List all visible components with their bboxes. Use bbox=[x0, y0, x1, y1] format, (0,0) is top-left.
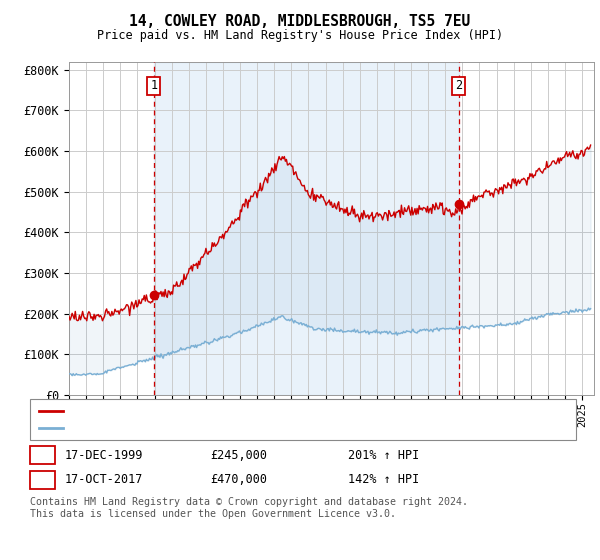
Text: 1: 1 bbox=[150, 80, 157, 92]
Text: 17-DEC-1999: 17-DEC-1999 bbox=[65, 449, 143, 462]
Text: £470,000: £470,000 bbox=[210, 473, 267, 487]
Text: 2: 2 bbox=[39, 473, 46, 487]
Text: 14, COWLEY ROAD, MIDDLESBROUGH, TS5 7EU (detached house): 14, COWLEY ROAD, MIDDLESBROUGH, TS5 7EU … bbox=[69, 405, 433, 416]
Text: 2: 2 bbox=[455, 80, 462, 92]
Text: Contains HM Land Registry data © Crown copyright and database right 2024.
This d: Contains HM Land Registry data © Crown c… bbox=[30, 497, 468, 519]
Text: 201% ↑ HPI: 201% ↑ HPI bbox=[348, 449, 419, 462]
Text: 1: 1 bbox=[39, 449, 46, 462]
Bar bbox=[154, 62, 459, 395]
Text: 142% ↑ HPI: 142% ↑ HPI bbox=[348, 473, 419, 487]
Text: 17-OCT-2017: 17-OCT-2017 bbox=[65, 473, 143, 487]
Text: 14, COWLEY ROAD, MIDDLESBROUGH, TS5 7EU: 14, COWLEY ROAD, MIDDLESBROUGH, TS5 7EU bbox=[130, 14, 470, 29]
Text: HPI: Average price, detached house, Middlesbrough: HPI: Average price, detached house, Midd… bbox=[69, 423, 388, 433]
Text: Price paid vs. HM Land Registry's House Price Index (HPI): Price paid vs. HM Land Registry's House … bbox=[97, 29, 503, 42]
Text: £245,000: £245,000 bbox=[210, 449, 267, 462]
